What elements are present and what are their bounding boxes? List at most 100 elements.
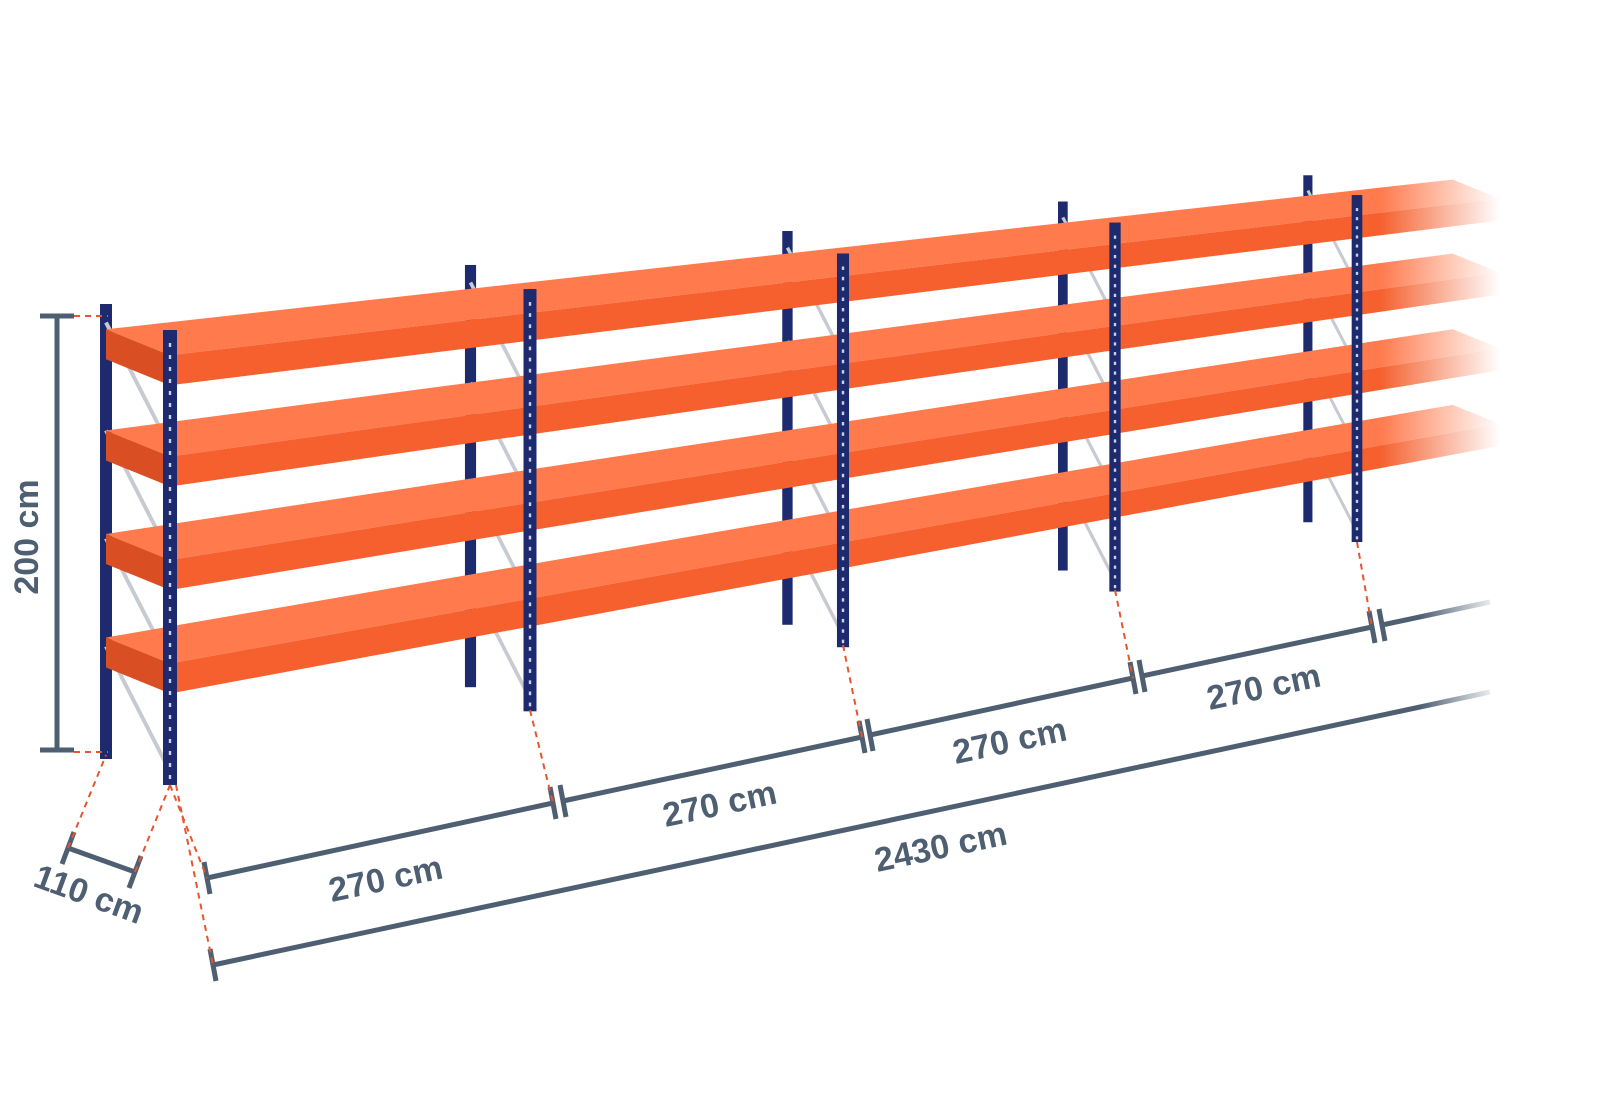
upright-hole [1355, 481, 1359, 485]
upright-hole [1355, 426, 1359, 430]
upright-hole [1113, 254, 1117, 259]
upright-hole [528, 535, 532, 540]
upright-hole [841, 546, 845, 550]
upright-hole [528, 524, 532, 529]
upright-hole [1113, 536, 1117, 540]
upright-hole [168, 451, 172, 455]
bay-tick [864, 718, 876, 752]
upright-hole [1113, 303, 1117, 307]
upright-hole [841, 463, 845, 467]
shelf-side [106, 534, 170, 590]
upright-hole [528, 546, 532, 551]
upright-hole [168, 487, 172, 491]
upright-hole [1113, 439, 1117, 443]
upright-hole [168, 703, 172, 707]
upright-hole [168, 559, 172, 563]
upright-hole [528, 357, 532, 362]
upright-hole [841, 587, 845, 592]
total-tick [207, 948, 219, 982]
upright-hole [168, 643, 172, 647]
upright-hole [168, 427, 172, 431]
upright-hole [168, 775, 172, 779]
shelf-side [106, 637, 170, 694]
upright-hole [168, 607, 172, 611]
upright-hole [528, 313, 532, 317]
upright-hole [168, 667, 172, 671]
front-upright [523, 289, 537, 712]
upright-hole [168, 679, 172, 683]
upright-hole [1113, 293, 1117, 298]
upright-hole [168, 691, 172, 695]
upright-hole [1113, 458, 1117, 463]
upright-hole [1113, 235, 1117, 239]
upright-hole [1113, 584, 1117, 589]
bay-4-label: 270 cm [1203, 657, 1324, 718]
upright-hole [841, 421, 845, 426]
upright-hole [841, 287, 845, 291]
upright-hole [1355, 299, 1359, 303]
upright-hole [841, 567, 845, 571]
bay-tick [1366, 610, 1378, 644]
upright-hole [528, 702, 532, 707]
upright-hole [1113, 487, 1117, 492]
upright-hole [1355, 463, 1359, 467]
upright-hole [528, 491, 532, 495]
upright-hole [168, 463, 172, 467]
upright-hole [168, 379, 172, 383]
bay-1-label: 270 cm [325, 849, 446, 910]
bay-tick [557, 784, 569, 818]
upright-hole [1355, 235, 1359, 239]
upright-hole [528, 413, 532, 418]
upright-hole [1113, 381, 1117, 385]
guide-dash [134, 784, 171, 873]
upright-hole [1355, 408, 1359, 412]
upright-hole [528, 635, 532, 640]
bay-dimension-line [1141, 624, 1373, 679]
back-upright [464, 264, 477, 688]
front-upright [1351, 195, 1363, 543]
upright-hole [1355, 344, 1359, 348]
upright-hole [1113, 478, 1117, 482]
upright-hole [528, 446, 532, 451]
upright-hole [841, 318, 845, 322]
upright-hole [528, 391, 532, 395]
upright-hole [528, 368, 532, 373]
upright-hole [841, 266, 845, 270]
upright-hole [1113, 419, 1117, 424]
upright-hole [168, 475, 172, 479]
dimension-lines [40, 313, 1500, 982]
upright-hole [1113, 468, 1117, 472]
upright-hole [841, 556, 845, 561]
upright-hole [841, 276, 845, 281]
upright-hole [168, 499, 172, 503]
upright-hole [1355, 490, 1359, 494]
upright-hole [168, 343, 172, 347]
upright-hole [1113, 449, 1117, 453]
front-upright [836, 253, 850, 648]
upright-hole [528, 669, 532, 673]
upright-hole [1113, 352, 1117, 356]
upright-hole [168, 751, 172, 755]
upright-hole [1355, 271, 1359, 275]
upright-hole [841, 629, 845, 633]
upright-hole [168, 715, 172, 719]
depth-dimension-line [67, 845, 136, 875]
bay-tick [1376, 608, 1388, 642]
upright-hole [528, 624, 532, 629]
upright-hole [528, 613, 532, 618]
upright-hole [1113, 400, 1117, 404]
upright-hole [841, 525, 845, 530]
guide-dash [1114, 589, 1134, 679]
shelf-surface [106, 253, 1500, 457]
upright-hole [1355, 208, 1359, 212]
upright-hole [1355, 262, 1359, 266]
upright-hole [1113, 526, 1117, 530]
upright-hole [528, 424, 532, 429]
upright-hole [1355, 436, 1359, 440]
bay-dimension-line [562, 734, 863, 804]
upright-hole [1113, 371, 1117, 375]
upright-hole [1355, 399, 1359, 403]
upright-hole [1355, 226, 1359, 230]
upright-hole [1113, 361, 1117, 365]
back-upright [100, 304, 112, 759]
